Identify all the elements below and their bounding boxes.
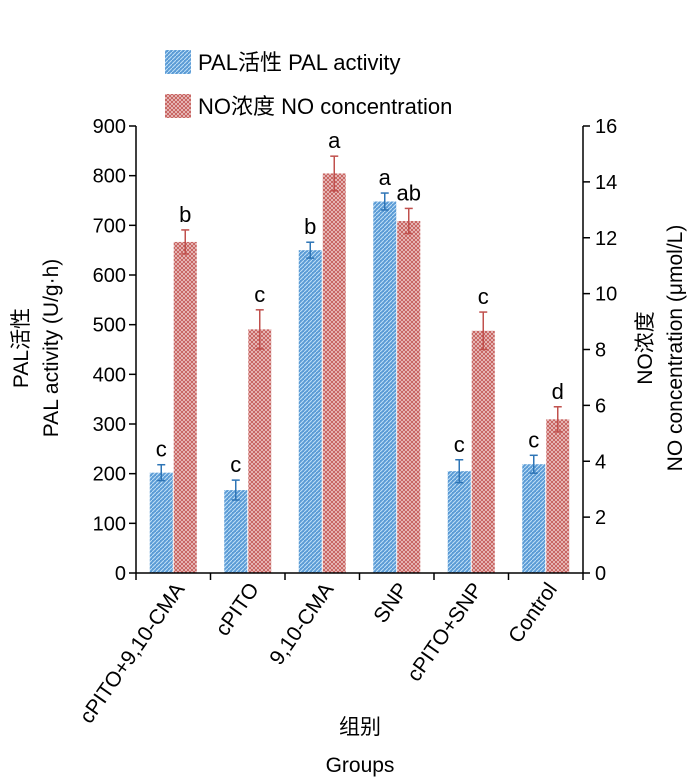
- x-category-label: 9,10-CMA: [265, 579, 338, 670]
- x-category-label: SNP: [369, 579, 413, 628]
- y-right-tick-label: 10: [595, 284, 617, 306]
- bar-no: [546, 419, 570, 573]
- significance-label-no: ab: [397, 180, 421, 205]
- y-left-tick-label: 300: [93, 414, 126, 436]
- bar-no: [248, 329, 272, 573]
- y-left-tick-label: 900: [93, 116, 126, 138]
- y-right-tick-label: 0: [595, 563, 606, 585]
- y-right-tick-label: 2: [595, 507, 606, 529]
- bar-pal: [373, 201, 397, 573]
- x-category-label: cPITO: [211, 579, 264, 641]
- bar-no: [322, 173, 346, 573]
- significance-label-pal: b: [304, 214, 316, 239]
- significance-label-pal: c: [528, 427, 539, 452]
- y-right-tick-label: 4: [595, 451, 606, 473]
- significance-label-no: c: [478, 284, 489, 309]
- bar-no: [471, 330, 495, 573]
- y-left-tick-label: 500: [93, 315, 126, 337]
- y-left-title: PAL activity (U/g·h): [40, 259, 63, 438]
- y-right-title-cn: NO浓度: [634, 311, 657, 385]
- y-left-tick-label: 100: [93, 513, 126, 535]
- significance-label-no: d: [552, 379, 564, 404]
- legend-label-no: NO浓度 NO concentration: [198, 94, 452, 119]
- y-right-tick-label: 16: [595, 116, 617, 138]
- y-right-title: NO concentration (μmol/L): [664, 225, 687, 472]
- significance-label-no: c: [254, 282, 265, 307]
- significance-label-no: a: [328, 128, 341, 153]
- bar-pal: [522, 464, 546, 573]
- significance-label-pal: c: [454, 432, 465, 457]
- significance-label-pal: a: [379, 165, 392, 190]
- x-category-label: Control: [504, 579, 562, 648]
- x-title: Groups: [326, 754, 395, 777]
- legend: PAL活性 PAL activity NO浓度 NO concentration: [165, 50, 452, 119]
- y-left-tick-label: 600: [93, 265, 126, 287]
- x-category-label: cPITO+9,10-CMA: [75, 579, 189, 728]
- bar-no: [397, 220, 421, 574]
- bar-pal: [298, 250, 322, 573]
- bar-pal: [224, 490, 248, 573]
- bar-pal: [149, 472, 173, 573]
- y-left-tick-label: 0: [115, 563, 126, 585]
- y-left-tick-label: 400: [93, 364, 126, 386]
- y-right-tick-label: 8: [595, 340, 606, 362]
- legend-swatch-no: [165, 94, 191, 118]
- bar-no: [173, 241, 197, 574]
- y-left-tick-label: 800: [93, 166, 126, 188]
- x-category-label: cPITO+SNP: [403, 579, 488, 686]
- legend-swatch-pal: [165, 50, 191, 74]
- significance-label-pal: c: [230, 452, 241, 477]
- y-left-title-cn: PAL活性: [10, 308, 33, 388]
- y-left-tick-label: 200: [93, 464, 126, 486]
- y-right-tick-label: 6: [595, 395, 606, 417]
- y-right-tick-label: 12: [595, 228, 617, 250]
- significance-label-no: b: [179, 202, 191, 227]
- tick-layer: 0 100 200 300 400 500 600 700 800 900 0 2 4 6 8 10 12 14 1…: [75, 116, 617, 728]
- bar-pal: [447, 471, 471, 573]
- axis-layer: [135, 126, 584, 574]
- y-left-tick-label: 700: [93, 215, 126, 237]
- y-right-tick-label: 14: [595, 172, 617, 194]
- x-title-cn: 组别: [339, 716, 381, 739]
- significance-label-pal: c: [156, 437, 167, 462]
- legend-label-pal: PAL活性 PAL activity: [198, 50, 401, 75]
